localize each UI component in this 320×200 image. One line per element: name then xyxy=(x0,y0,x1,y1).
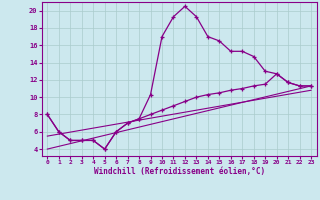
X-axis label: Windchill (Refroidissement éolien,°C): Windchill (Refroidissement éolien,°C) xyxy=(94,167,265,176)
